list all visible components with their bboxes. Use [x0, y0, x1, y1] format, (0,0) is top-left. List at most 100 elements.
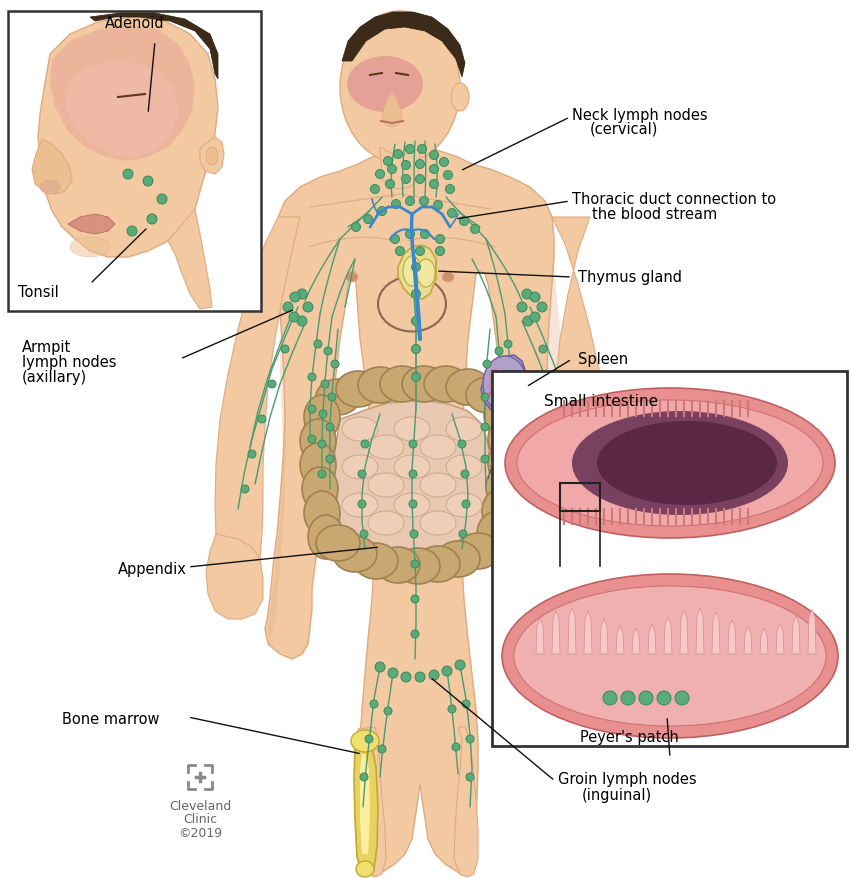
Text: Clinic: Clinic: [183, 812, 217, 825]
Circle shape: [365, 735, 373, 743]
Text: Bone marrow: Bone marrow: [62, 711, 160, 726]
Ellipse shape: [402, 367, 446, 402]
Circle shape: [498, 380, 506, 389]
Circle shape: [386, 180, 394, 190]
Circle shape: [500, 441, 508, 449]
Circle shape: [321, 380, 329, 389]
Circle shape: [241, 486, 249, 493]
Ellipse shape: [456, 534, 500, 569]
Circle shape: [326, 456, 334, 464]
Circle shape: [411, 345, 421, 354]
Ellipse shape: [420, 473, 456, 498]
Circle shape: [394, 150, 403, 159]
Ellipse shape: [302, 467, 338, 511]
Circle shape: [429, 180, 439, 190]
Polygon shape: [552, 218, 608, 574]
Ellipse shape: [352, 68, 412, 108]
Circle shape: [308, 435, 316, 443]
Circle shape: [504, 341, 512, 349]
Circle shape: [410, 530, 418, 538]
Circle shape: [435, 248, 445, 256]
Circle shape: [283, 303, 293, 313]
Ellipse shape: [417, 260, 435, 288]
Ellipse shape: [442, 273, 454, 283]
Ellipse shape: [346, 273, 358, 283]
Circle shape: [439, 158, 449, 168]
Circle shape: [376, 170, 384, 179]
Ellipse shape: [488, 418, 524, 462]
Polygon shape: [632, 629, 640, 654]
Circle shape: [411, 373, 421, 382]
Circle shape: [466, 735, 474, 743]
Polygon shape: [760, 628, 768, 654]
Circle shape: [481, 456, 489, 464]
Ellipse shape: [572, 412, 788, 515]
Bar: [8, 12, 261, 312]
Circle shape: [328, 393, 336, 401]
Circle shape: [421, 230, 429, 239]
Circle shape: [523, 317, 533, 327]
Circle shape: [517, 303, 527, 313]
Circle shape: [448, 705, 456, 713]
Circle shape: [388, 165, 396, 175]
Polygon shape: [342, 13, 465, 78]
Circle shape: [417, 146, 427, 155]
Circle shape: [378, 745, 386, 753]
Circle shape: [561, 415, 569, 423]
Ellipse shape: [477, 513, 513, 557]
Circle shape: [675, 691, 689, 705]
Ellipse shape: [517, 400, 823, 527]
Circle shape: [324, 348, 332, 356]
Circle shape: [500, 471, 508, 479]
Circle shape: [147, 215, 157, 225]
Circle shape: [268, 380, 276, 389]
Polygon shape: [600, 619, 608, 654]
Ellipse shape: [415, 433, 425, 447]
Polygon shape: [648, 624, 656, 654]
Ellipse shape: [308, 515, 344, 559]
Ellipse shape: [206, 148, 218, 166]
Circle shape: [289, 313, 299, 322]
Polygon shape: [490, 240, 572, 659]
Polygon shape: [268, 240, 350, 659]
Ellipse shape: [336, 371, 380, 407]
Polygon shape: [215, 218, 300, 578]
Ellipse shape: [356, 861, 374, 877]
Polygon shape: [744, 627, 752, 654]
Ellipse shape: [446, 418, 482, 442]
Circle shape: [416, 161, 424, 169]
Circle shape: [411, 290, 421, 299]
Circle shape: [460, 217, 468, 227]
Text: Appendix: Appendix: [118, 561, 187, 576]
Circle shape: [603, 691, 617, 705]
Ellipse shape: [376, 547, 420, 583]
Text: Thoracic duct connection to: Thoracic duct connection to: [572, 191, 776, 206]
Text: Tonsil: Tonsil: [18, 284, 59, 299]
Circle shape: [314, 341, 322, 349]
Ellipse shape: [380, 367, 424, 402]
Ellipse shape: [597, 421, 777, 506]
Circle shape: [392, 200, 400, 209]
Ellipse shape: [483, 356, 527, 413]
Circle shape: [409, 500, 417, 508]
Circle shape: [384, 707, 392, 716]
Circle shape: [281, 346, 289, 354]
Circle shape: [361, 441, 369, 449]
Ellipse shape: [358, 368, 402, 404]
Circle shape: [500, 411, 508, 419]
Ellipse shape: [420, 511, 456, 536]
Polygon shape: [792, 616, 800, 654]
Circle shape: [308, 406, 316, 414]
Ellipse shape: [446, 456, 482, 479]
Circle shape: [416, 176, 424, 184]
Circle shape: [377, 207, 387, 216]
Ellipse shape: [505, 389, 835, 538]
Circle shape: [411, 630, 419, 638]
Polygon shape: [358, 727, 386, 877]
Text: Cleveland: Cleveland: [169, 799, 231, 812]
Ellipse shape: [368, 473, 404, 498]
Circle shape: [429, 151, 439, 161]
Polygon shape: [360, 754, 370, 854]
Circle shape: [388, 668, 398, 678]
Polygon shape: [335, 401, 490, 566]
